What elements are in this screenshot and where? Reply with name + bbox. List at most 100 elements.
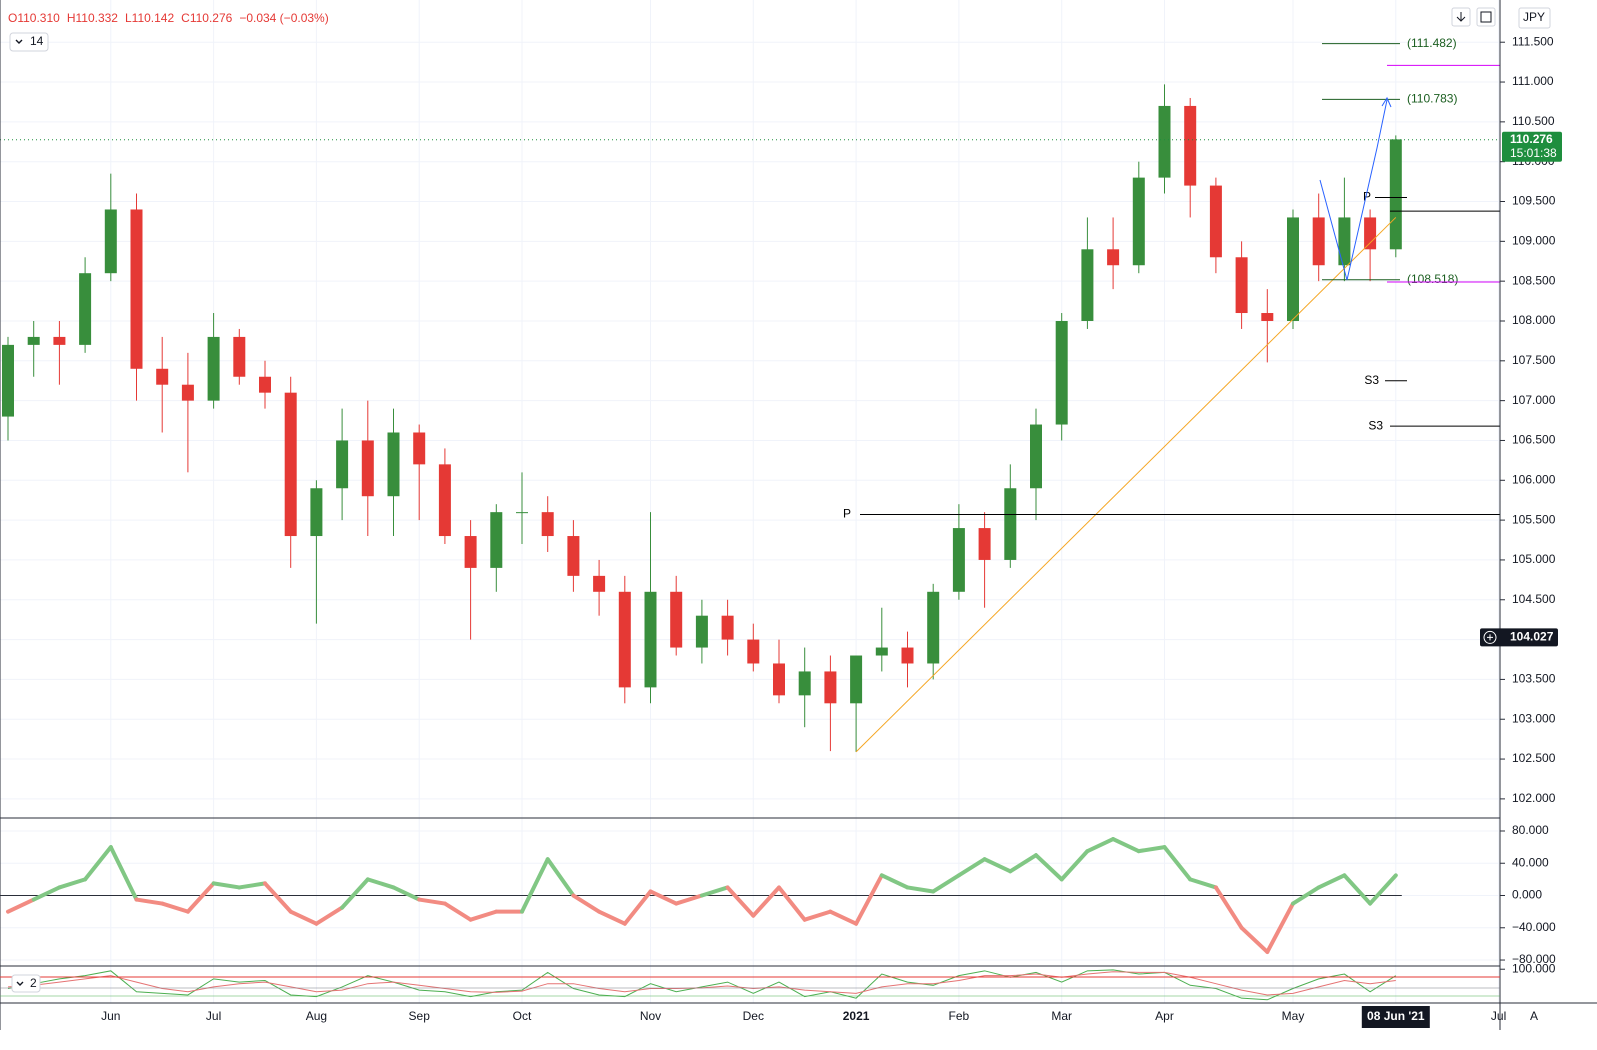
x-tick-label: Feb: [949, 1009, 970, 1023]
y-tick-label: 106.000: [1512, 472, 1556, 486]
crosshair-label: 104.027: [1510, 630, 1554, 644]
add-icon-plus: [1487, 634, 1493, 641]
level-label: S3: [1364, 373, 1379, 387]
candle-body: [53, 336, 66, 345]
candle-body: [721, 615, 734, 640]
auto-scale-button[interactable]: A: [1530, 1009, 1538, 1023]
pane-pill[interactable]: [11, 974, 41, 993]
x-tick-label: Jul: [206, 1009, 221, 1023]
indicator-pill[interactable]: [9, 32, 49, 52]
oscillator-segment: [263, 881, 293, 914]
level-label: (108.518): [1407, 272, 1458, 286]
oscillator-segment: [699, 885, 730, 898]
oscillator-segment: [674, 893, 704, 906]
y-tick-label: 102.500: [1512, 751, 1556, 765]
oscillator-segment: [417, 897, 447, 906]
candle-body: [1209, 185, 1222, 258]
oscillator-segment: [340, 877, 370, 910]
oscillator-segment: [931, 873, 961, 894]
y-tick-label: 103.000: [1512, 711, 1556, 725]
oscillator-segment: [6, 897, 36, 914]
projection-drawing: [1319, 99, 1388, 281]
level-label: P: [1363, 190, 1371, 204]
oscillator-segment: [777, 885, 807, 922]
oscillator-segment: [1085, 837, 1116, 854]
oscillator-segment: [905, 885, 936, 894]
oscillator-segment: [237, 881, 267, 890]
candle-body: [952, 528, 965, 592]
last-price-box: [1502, 131, 1562, 162]
candle-body: [695, 615, 708, 648]
oscillator-segment: [597, 909, 627, 926]
y-tick-label: 105.500: [1512, 512, 1556, 526]
ohlc-legend: O110.310 H110.332 L110.142 C110.276 −0.0…: [8, 11, 329, 25]
oscillator-segment: [854, 873, 884, 926]
change-value: −0.034 (−0.03%): [239, 11, 329, 25]
y-tick-label: 110.500: [1512, 114, 1555, 128]
oscillator-segment: [828, 909, 859, 926]
x-tick-label: Dec: [743, 1009, 764, 1023]
x-tick-label: May: [1282, 1009, 1305, 1023]
candle-body: [1338, 217, 1351, 266]
fullscreen-icon: [1480, 11, 1492, 23]
candle-body: [490, 512, 503, 568]
y-tick-label: 111.000: [1512, 74, 1554, 88]
candle-body: [1287, 217, 1299, 321]
candle-body: [464, 536, 477, 568]
oscillator-segment: [1188, 877, 1218, 890]
oscillator-segment: [1111, 837, 1141, 854]
oscillator-segment: [520, 857, 550, 914]
y-tick-label: 109.000: [1512, 234, 1556, 248]
candle-body: [1312, 217, 1325, 266]
candle-body: [130, 209, 143, 369]
oscillator-segment: [57, 877, 88, 890]
y-tick-label: 102.000: [1512, 791, 1556, 805]
candle-body: [773, 663, 785, 696]
y-tick-label: 107.500: [1512, 353, 1556, 367]
oscillator-segment: [108, 845, 139, 902]
currency-box[interactable]: [1518, 7, 1551, 29]
interval-label: 14: [30, 34, 44, 48]
oscillator-segment: [391, 885, 422, 902]
candle-body: [516, 512, 528, 514]
x-tick-label: Apr: [1155, 1009, 1174, 1023]
pane-label: 2: [30, 976, 37, 990]
oscillator-segment: [134, 897, 165, 906]
candle-body: [1184, 105, 1197, 186]
high-value: H110.332: [66, 11, 118, 25]
oscillator-segment: [1059, 849, 1090, 882]
candle-body: [747, 639, 760, 664]
candle-body: [1132, 177, 1145, 266]
oscillator-segment: [1316, 873, 1347, 890]
oscillator-segment: [1162, 845, 1193, 882]
candle-body: [181, 384, 194, 401]
candle-body: [1004, 488, 1017, 560]
candle-body: [1030, 424, 1042, 489]
oscillator-segment: [1342, 873, 1373, 906]
y-tick-label: 40.000: [1512, 855, 1549, 869]
y-tick-label: −80.000: [1512, 952, 1556, 966]
y-tick-label: 106.500: [1512, 433, 1556, 447]
candle-body: [541, 512, 554, 537]
fullscreen-button[interactable]: [1476, 7, 1496, 27]
trend-line: [855, 217, 1397, 753]
candle-body: [284, 392, 297, 537]
oscillator-segment: [211, 881, 242, 890]
y-tick-label: 108.000: [1512, 313, 1556, 327]
oscillator-segment: [1239, 925, 1270, 954]
oscillator-segment: [468, 909, 499, 922]
oscillator-segment: [1034, 853, 1064, 882]
y-tick-label: 0.000: [1512, 888, 1542, 902]
x-tick-label: Jun: [101, 1009, 120, 1023]
candle-body: [1107, 249, 1120, 266]
download-icon: [1456, 12, 1466, 22]
candle-body: [413, 432, 426, 465]
open-value: O110.310: [8, 11, 60, 25]
candle-body: [207, 336, 220, 401]
oscillator-segment: [442, 901, 473, 922]
candle-body: [1158, 105, 1171, 178]
candle-body: [79, 273, 92, 345]
axes: Jun Jul Aug Sep Oct Nov Dec 2021 Feb Mar Apr May 08 …: [101, 34, 1562, 1028]
level-label: (110.783): [1407, 91, 1457, 105]
